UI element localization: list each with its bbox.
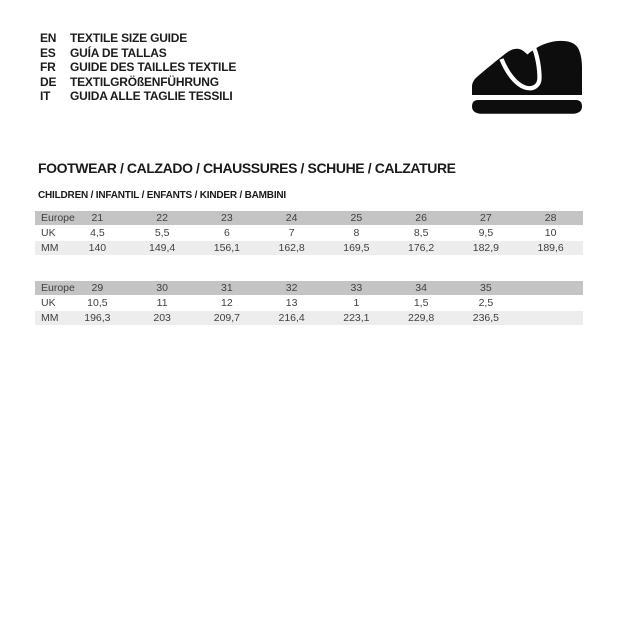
children-sizes-table-2: Europe 29 30 31 32 33 34 35 UK 10,5 11 1… (35, 281, 583, 326)
language-code: IT (40, 89, 51, 104)
table-row-mm: MM 196,3 203 209,7 216,4 223,1 229,8 236… (35, 310, 583, 326)
size-cell: 21 (65, 211, 130, 226)
language-code: ES (40, 45, 56, 60)
size-cell: 10 (518, 225, 583, 241)
size-cell: 33 (324, 281, 389, 296)
language-code: FR (40, 60, 56, 75)
children-sizes-table-1: Europe 21 22 23 24 25 26 27 28 UK 4,5 5,… (35, 211, 583, 256)
size-cell: 2,5 (453, 295, 519, 311)
size-cell: 28 (518, 211, 583, 226)
size-cell: 1,5 (388, 295, 454, 311)
language-label: TEXTILE SIZE GUIDE (70, 31, 188, 45)
size-cell: 229,8 (388, 310, 454, 326)
size-cell: 149,4 (129, 240, 195, 256)
table-row-europe: Europe 21 22 23 24 25 26 27 28 (35, 211, 583, 226)
size-cell: 26 (388, 211, 454, 226)
size-cell: 7 (259, 225, 324, 241)
table-row-mm: MM 140 149,4 156,1 162,8 169,5 176,2 182… (35, 240, 583, 256)
table-row-europe: Europe 29 30 31 32 33 34 35 (35, 281, 583, 296)
size-cell: 169,5 (324, 240, 389, 256)
size-cell: 29 (65, 281, 130, 296)
language-row-en: EN TEXTILE SIZE GUIDE (40, 31, 236, 46)
size-cell: 196,3 (65, 310, 130, 326)
size-cell: 216,4 (259, 310, 324, 326)
size-cell: 23 (194, 211, 260, 226)
language-label: GUÍA DE TALLAS (70, 45, 167, 60)
row-label: Europe (35, 211, 75, 226)
language-label: GUIDA ALLE TAGLIE TESSILI (70, 89, 233, 104)
size-cell: 223,1 (324, 310, 389, 326)
size-cell: 31 (194, 281, 260, 296)
size-cell: 209,7 (194, 310, 260, 326)
table-row-uk: UK 4,5 5,5 6 7 8 8,5 9,5 10 (35, 225, 583, 241)
size-cell: 35 (453, 281, 519, 296)
size-cell: 8,5 (388, 225, 454, 241)
row-label: Europe (35, 281, 75, 296)
size-cell: 10,5 (65, 295, 130, 311)
size-cell: 176,2 (388, 240, 454, 256)
size-cell: 4,5 (65, 225, 130, 241)
language-row-fr: FR GUIDE DES TAILLES TEXTILE (40, 60, 236, 75)
language-label: GUIDE DES TAILLES TEXTILE (70, 60, 237, 75)
size-cell: 27 (453, 211, 519, 226)
size-cell: 140 (65, 240, 130, 256)
language-row-it: IT GUIDA ALLE TAGLIE TESSILI (40, 89, 236, 104)
table-row-uk: UK 10,5 11 12 13 1 1,5 2,5 (35, 295, 583, 311)
size-cell: 32 (259, 281, 324, 296)
size-cell: 5,5 (129, 225, 195, 241)
size-cell: 24 (259, 211, 324, 226)
size-cell: 12 (194, 295, 260, 311)
size-cell: 25 (324, 211, 389, 226)
section-subtitle: CHILDREN / INFANTIL / ENFANTS / KINDER /… (38, 190, 286, 201)
row-label: UK (35, 225, 65, 241)
size-cell: 30 (129, 281, 195, 296)
row-label: UK (35, 295, 65, 311)
size-cell: 156,1 (194, 240, 260, 256)
size-cell: 8 (324, 225, 389, 241)
size-cell: 236,5 (453, 310, 519, 326)
row-label: MM (35, 240, 65, 256)
size-cell: 11 (129, 295, 195, 311)
size-cell: 6 (194, 225, 260, 241)
section-title: FOOTWEAR / CALZADO / CHAUSSURES / SCHUHE… (38, 160, 456, 176)
size-cell (518, 295, 583, 311)
size-cell: 34 (388, 281, 454, 296)
language-list: EN TEXTILE SIZE GUIDE ES GUÍA DE TALLAS … (40, 31, 236, 104)
language-code: EN (40, 31, 57, 45)
children-shoe-icon (472, 40, 582, 114)
language-label: TEXTILGRÖßENFÜHRUNG (70, 74, 219, 89)
row-label: MM (35, 310, 65, 326)
size-cell (518, 281, 583, 296)
size-cell: 13 (259, 295, 324, 311)
size-cell: 22 (129, 211, 195, 226)
size-cell: 189,6 (518, 240, 583, 256)
size-cell: 162,8 (259, 240, 324, 256)
size-cell: 1 (324, 295, 389, 311)
size-cell: 203 (129, 310, 195, 326)
size-cell: 182,9 (453, 240, 519, 256)
language-row-de: DE TEXTILGRÖßENFÜHRUNG (40, 75, 236, 90)
size-cell (518, 310, 583, 326)
language-code: DE (40, 74, 57, 89)
size-cell: 9,5 (453, 225, 519, 241)
language-row-es: ES GUÍA DE TALLAS (40, 46, 236, 61)
